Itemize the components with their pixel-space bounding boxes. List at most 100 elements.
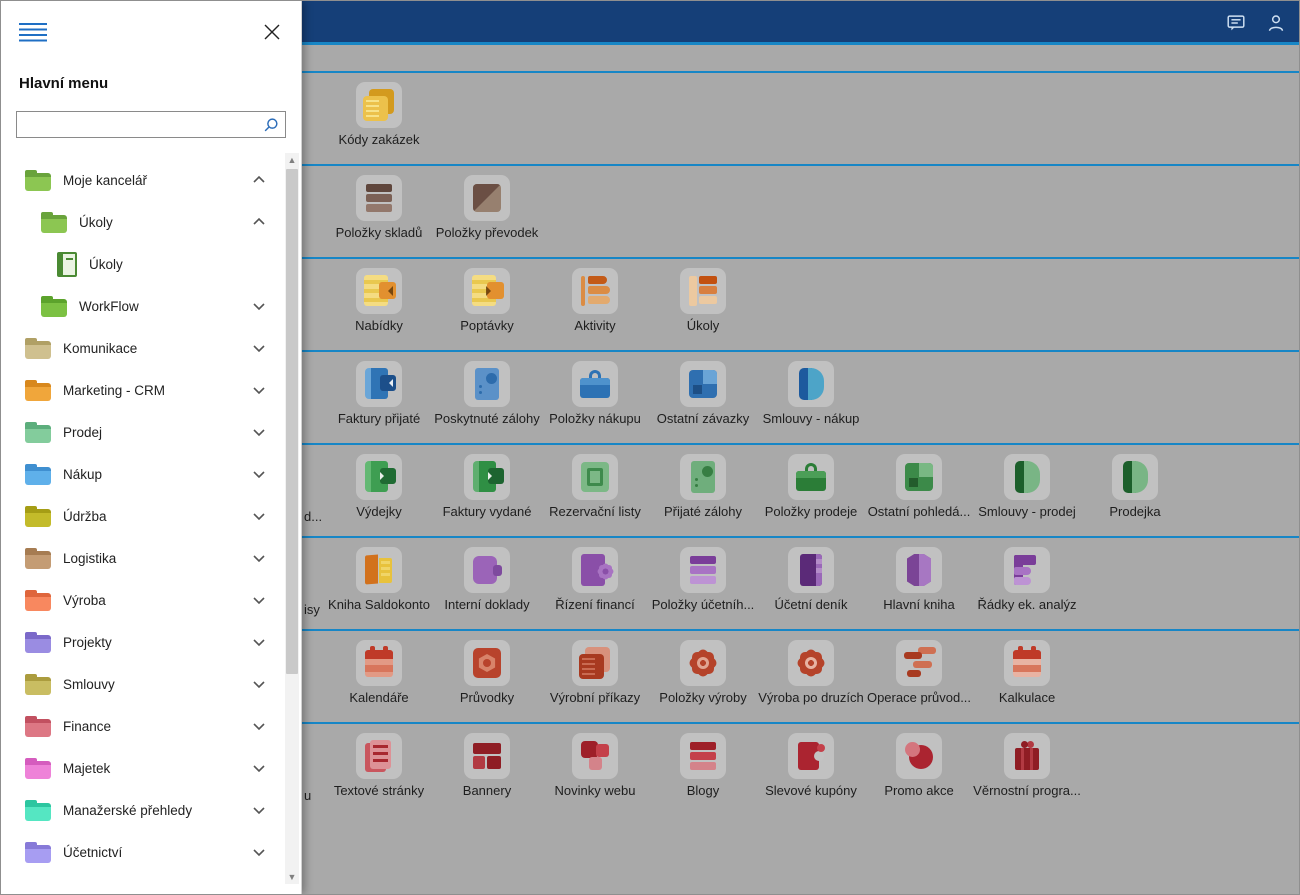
app-tile-slevove-kupony[interactable]: Slevové kupóny (759, 724, 863, 798)
app-tile-vydejky[interactable]: Výdejky (327, 445, 431, 519)
chevron-down-icon[interactable] (252, 761, 266, 775)
app-tile-blogy[interactable]: Blogy (651, 724, 755, 798)
menu-item-marketing-crm[interactable]: Marketing - CRM (1, 369, 284, 411)
feedback-icon[interactable] (1225, 12, 1247, 34)
tile-label: Blogy (686, 783, 720, 798)
chevron-down-icon[interactable] (252, 803, 266, 817)
tile-icon-chip (572, 547, 618, 593)
app-tile-poptavky[interactable]: Poptávky (435, 259, 539, 333)
chevron-down-icon[interactable] (252, 719, 266, 733)
menu-item-nakup[interactable]: Nákup (1, 453, 284, 495)
folder-icon (25, 337, 51, 359)
chevron-down-icon[interactable] (252, 677, 266, 691)
tile-icon-chip (1112, 454, 1158, 500)
app-tile-polozky-prodeje[interactable]: Položky prodeje (759, 445, 863, 519)
close-icon[interactable] (263, 23, 281, 41)
app-tile-ukoly[interactable]: Úkoly (651, 259, 755, 333)
sidebar-scrollbar[interactable]: ▲ ▼ (285, 153, 299, 884)
tile-label: Poptávky (460, 318, 514, 333)
app-tile-polozky-skladu[interactable]: Položky skladů (327, 166, 431, 240)
menu-item-label: WorkFlow (79, 298, 139, 314)
tile-icon-chip (1004, 640, 1050, 686)
chevron-down-icon[interactable] (252, 299, 266, 313)
poptavky-icon (468, 272, 506, 310)
hamburger-icon[interactable] (19, 23, 47, 42)
tile-label: Aktivity (574, 318, 616, 333)
menu-item-smlouvy[interactable]: Smlouvy (1, 663, 284, 705)
tile-label: Položky výroby (659, 690, 747, 705)
chevron-down-icon[interactable] (252, 593, 266, 607)
chevron-down-icon[interactable] (252, 341, 266, 355)
scroll-down-icon[interactable]: ▼ (287, 872, 297, 882)
menu-item-majetek[interactable]: Majetek (1, 747, 284, 789)
menu-item-udrzba[interactable]: Údržba (1, 495, 284, 537)
chevron-down-icon[interactable] (252, 467, 266, 481)
scroll-up-icon[interactable]: ▲ (287, 155, 297, 165)
menu-item-ukoly[interactable]: Úkoly (1, 243, 284, 285)
app-tile-smlouvy-nakup[interactable]: Smlouvy - nákup (759, 352, 863, 426)
app-tile-faktury-vydane[interactable]: Faktury vydané (435, 445, 539, 519)
menu-item-finance[interactable]: Finance (1, 705, 284, 747)
tile-group: Výdejky Faktury vydané Rezervační listy Při… (325, 445, 1189, 519)
chevron-down-icon[interactable] (252, 635, 266, 649)
menu-item-moje-kancelar[interactable]: Moje kancelář (1, 159, 284, 201)
chevron-down-icon[interactable] (252, 845, 266, 859)
chevron-down-icon[interactable] (252, 551, 266, 565)
app-tile-hlavni-kniha[interactable]: Hlavní kniha (867, 538, 971, 612)
menu-item-ukoly[interactable]: Úkoly (1, 201, 284, 243)
chevron-up-icon[interactable] (252, 215, 266, 229)
app-tile-nabidky[interactable]: Nabídky (327, 259, 431, 333)
app-tile-vernostni-progra[interactable]: Věrnostní progra... (973, 724, 1081, 798)
app-tile-smlouvy-prodej[interactable]: Smlouvy - prodej (975, 445, 1079, 519)
app-tile-faktury-prijate[interactable]: Faktury přijaté (327, 352, 431, 426)
menu-item-manazerske-prehledy[interactable]: Manažerské přehledy (1, 789, 284, 831)
menu-item-komunikace[interactable]: Komunikace (1, 327, 284, 369)
app-tile-promo-akce[interactable]: Promo akce (867, 724, 971, 798)
app-tile-novinky-webu[interactable]: Novinky webu (543, 724, 647, 798)
app-tile-vyroba-po-druzich[interactable]: Výroba po druzích (758, 631, 864, 705)
menu-item-vyroba[interactable]: Výroba (1, 579, 284, 621)
app-tile-polozky-prevodek[interactable]: Položky převodek (435, 166, 539, 240)
profile-icon[interactable] (1265, 12, 1287, 34)
menu-item-workflow[interactable]: WorkFlow (1, 285, 284, 327)
app-tile-textove-stranky[interactable]: Textové stránky (327, 724, 431, 798)
chevron-up-icon[interactable] (252, 173, 266, 187)
scrollbar-thumb[interactable] (286, 169, 298, 674)
app-tile-polozky-ucetnih[interactable]: Položky účetníh... (651, 538, 755, 612)
app-tile-ostatni-zavazky[interactable]: Ostatní závazky (651, 352, 755, 426)
app-tile-kody-zakazek[interactable]: Kódy zakázek (327, 73, 431, 147)
app-tile-rizeni-financi[interactable]: Řízení financí (543, 538, 647, 612)
app-tile-polozky-nakupu[interactable]: Položky nákupu (543, 352, 647, 426)
app-tile-radky-ek-analyz[interactable]: Řádky ek. analýz (975, 538, 1079, 612)
app-tile-rezervacni-listy[interactable]: Rezervační listy (543, 445, 647, 519)
app-tile-aktivity[interactable]: Aktivity (543, 259, 647, 333)
app-tile-vyrobni-prikazy[interactable]: Výrobní příkazy (543, 631, 647, 705)
menu-item-projekty[interactable]: Projekty (1, 621, 284, 663)
tile-label: Slevové kupóny (765, 783, 857, 798)
app-tile-ostatni-pohleda[interactable]: Ostatní pohledá... (867, 445, 971, 519)
tile-icon-chip (680, 547, 726, 593)
app-tile-kalkulace[interactable]: Kalkulace (975, 631, 1079, 705)
app-tile-poskytnute-zalohy[interactable]: Poskytnuté zálohy (434, 352, 540, 426)
menu-item-logistika[interactable]: Logistika (1, 537, 284, 579)
menu-item-ucetnictvi[interactable]: Účetnictví (1, 831, 284, 873)
app-tile-kalendare[interactable]: Kalendáře (327, 631, 431, 705)
app-tile-interni-doklady[interactable]: Interní doklady (435, 538, 539, 612)
tile-row: u Textové stránky Bannery Novinky webu Blogy… (302, 722, 1299, 894)
chevron-down-icon[interactable] (252, 425, 266, 439)
app-tile-prijate-zalohy[interactable]: Přijaté zálohy (651, 445, 755, 519)
app-tile-kniha-saldokonto[interactable]: Kniha Saldokonto (327, 538, 431, 612)
menu-search-input[interactable] (17, 112, 262, 137)
app-tile-prodejka[interactable]: Prodejka (1083, 445, 1187, 519)
blogy-icon (684, 737, 722, 775)
app-tile-operace-pruvod[interactable]: Operace průvod... (867, 631, 971, 705)
app-tile-polozky-vyroby[interactable]: Položky výroby (651, 631, 755, 705)
search-icon[interactable] (262, 116, 280, 134)
ucetni-denik-icon (792, 551, 830, 589)
chevron-down-icon[interactable] (252, 509, 266, 523)
app-tile-bannery[interactable]: Bannery (435, 724, 539, 798)
chevron-down-icon[interactable] (252, 383, 266, 397)
app-tile-pruvodky[interactable]: Průvodky (435, 631, 539, 705)
menu-item-prodej[interactable]: Prodej (1, 411, 284, 453)
app-tile-ucetni-denik[interactable]: Účetní deník (759, 538, 863, 612)
